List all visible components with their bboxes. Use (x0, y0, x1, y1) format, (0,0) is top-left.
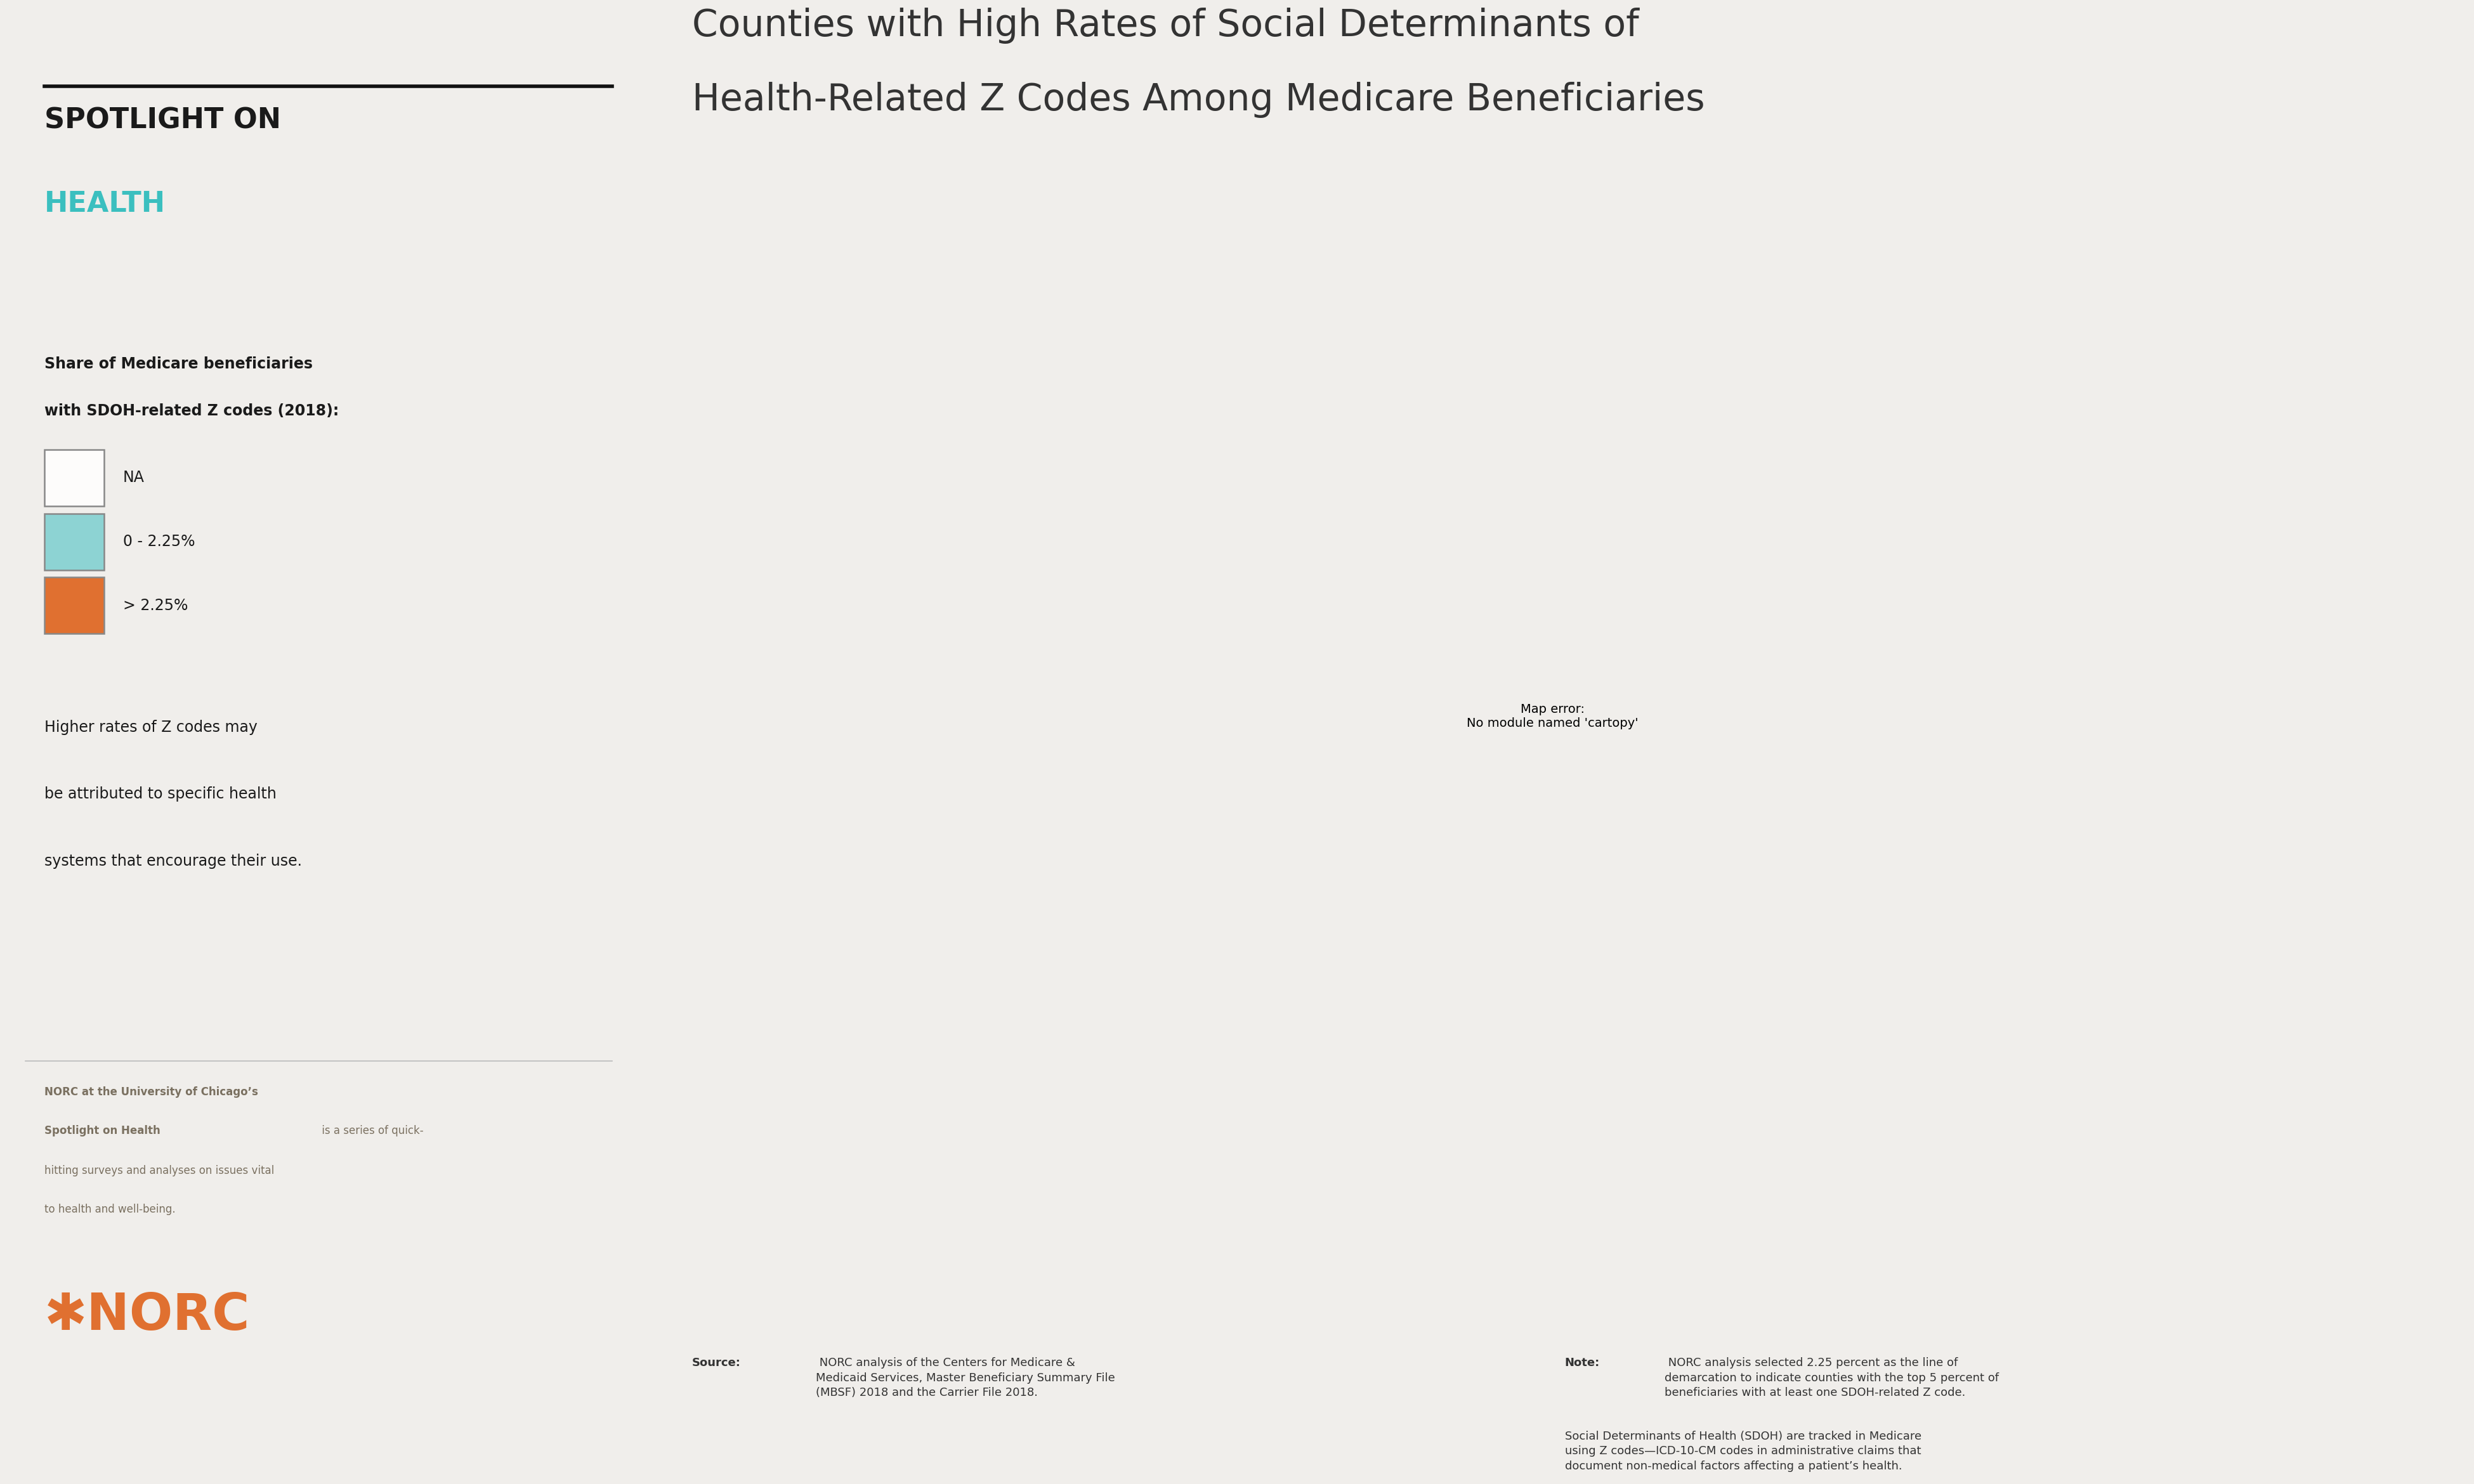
Text: > 2.25%: > 2.25% (124, 598, 188, 613)
Text: with SDOH-related Z codes (2018):: with SDOH-related Z codes (2018): (45, 404, 339, 418)
Text: be attributed to specific health: be attributed to specific health (45, 787, 277, 801)
Text: Share of Medicare beneficiaries: Share of Medicare beneficiaries (45, 356, 312, 371)
FancyBboxPatch shape (45, 450, 104, 506)
Text: is a series of quick-: is a series of quick- (319, 1125, 423, 1137)
Text: HEALTH: HEALTH (45, 190, 166, 217)
Text: Spotlight on Health: Spotlight on Health (45, 1125, 161, 1137)
Text: Higher rates of Z codes may: Higher rates of Z codes may (45, 720, 257, 735)
Text: Social Determinants of Health (SDOH) are tracked in Medicare
using Z codes—ICD-1: Social Determinants of Health (SDOH) are… (1564, 1431, 1922, 1472)
Text: Note:: Note: (1564, 1356, 1601, 1368)
Text: Map error:
No module named 'cartopy': Map error: No module named 'cartopy' (1467, 703, 1638, 729)
Text: NORC at the University of Chicago’s: NORC at the University of Chicago’s (45, 1086, 257, 1098)
Text: to health and well-being.: to health and well-being. (45, 1204, 176, 1215)
FancyBboxPatch shape (45, 513, 104, 570)
Text: Health-Related Z Codes Among Medicare Beneficiaries: Health-Related Z Codes Among Medicare Be… (693, 82, 1705, 117)
Text: NORC analysis selected 2.25 percent as the line of
demarcation to indicate count: NORC analysis selected 2.25 percent as t… (1665, 1356, 1999, 1398)
Text: NORC analysis of the Centers for Medicare &
Medicaid Services, Master Beneficiar: NORC analysis of the Centers for Medicar… (816, 1356, 1116, 1398)
Text: systems that encourage their use.: systems that encourage their use. (45, 853, 302, 868)
Text: Source:: Source: (693, 1356, 740, 1368)
Text: ✱NORC: ✱NORC (45, 1291, 250, 1340)
Text: Counties with High Rates of Social Determinants of: Counties with High Rates of Social Deter… (693, 7, 1638, 43)
FancyBboxPatch shape (45, 577, 104, 634)
Text: hitting surveys and analyses on issues vital: hitting surveys and analyses on issues v… (45, 1165, 275, 1177)
Text: SPOTLIGHT ON: SPOTLIGHT ON (45, 107, 280, 134)
Text: 0 - 2.25%: 0 - 2.25% (124, 534, 195, 549)
Text: NA: NA (124, 470, 143, 485)
